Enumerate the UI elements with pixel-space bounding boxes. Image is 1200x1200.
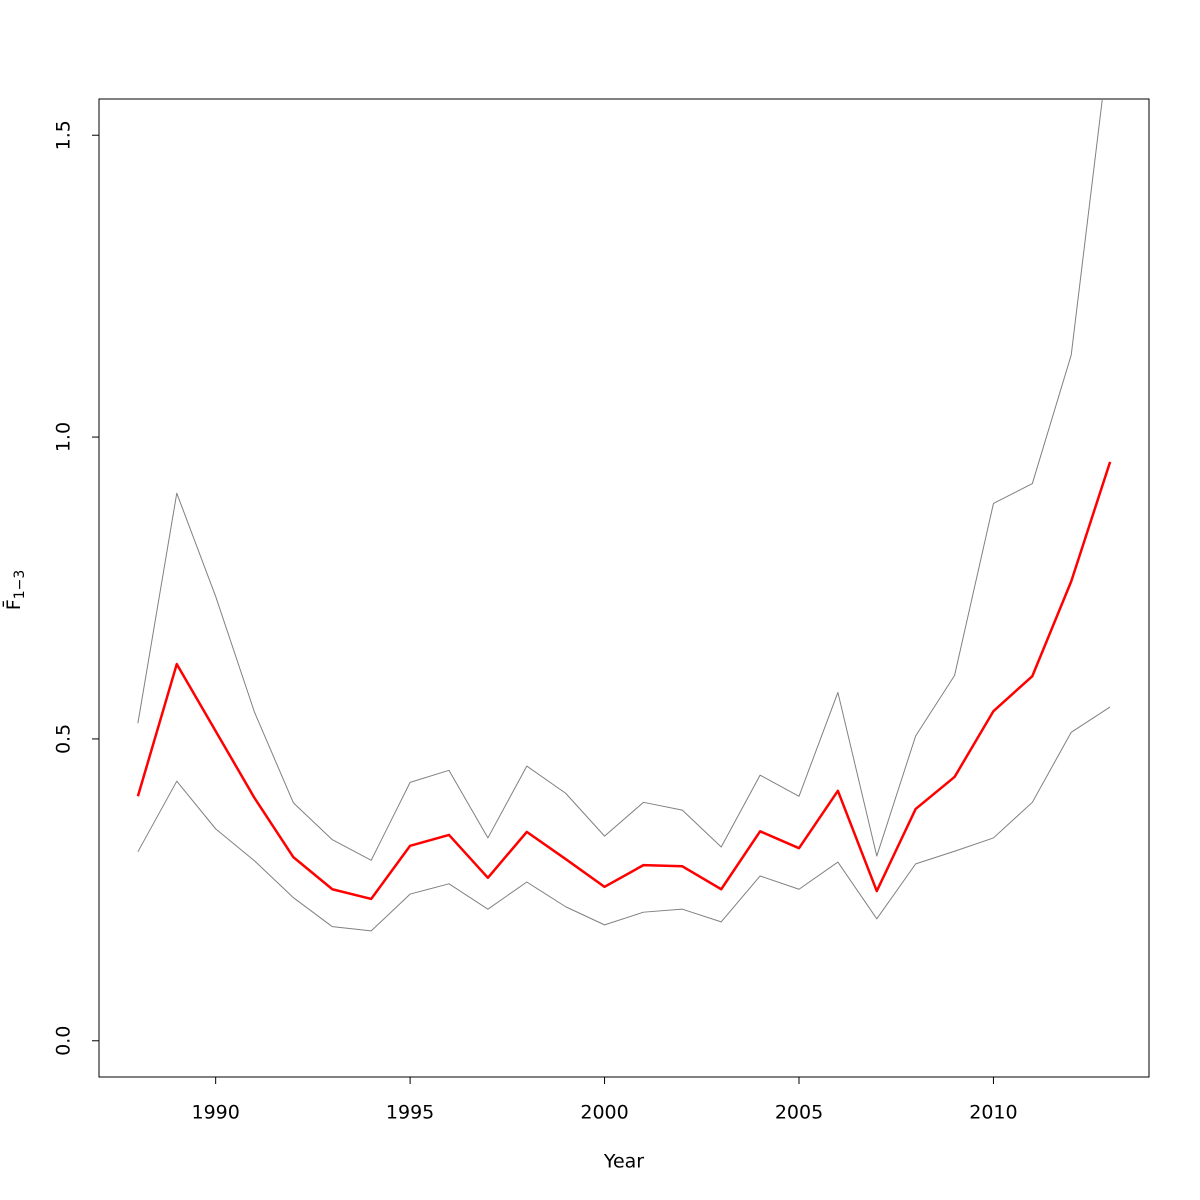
series-line xyxy=(137,99,1103,861)
y-axis-label-main: F̄ xyxy=(0,599,24,610)
x-tick-label: 2005 xyxy=(775,1102,823,1124)
series-line xyxy=(137,706,1111,932)
x-tick-label: 1995 xyxy=(386,1102,434,1124)
y-tick-label: 1.0 xyxy=(53,422,75,452)
y-tick-label: 0.0 xyxy=(53,1026,75,1056)
x-axis-label: Year xyxy=(603,1151,644,1173)
x-tick-label: 1990 xyxy=(191,1102,239,1124)
x-tick-label: 2000 xyxy=(580,1102,628,1124)
x-tick-label: 2010 xyxy=(969,1102,1017,1124)
plot-area xyxy=(136,99,1112,932)
y-axis-label: F̄1−3 xyxy=(0,570,28,610)
series-line xyxy=(136,461,1112,901)
y-tick-label: 0.5 xyxy=(53,724,75,754)
y-tick-label: 1.5 xyxy=(53,120,75,150)
plot-frame xyxy=(98,98,1150,1078)
y-axis-label-sub: 1−3 xyxy=(12,570,28,600)
